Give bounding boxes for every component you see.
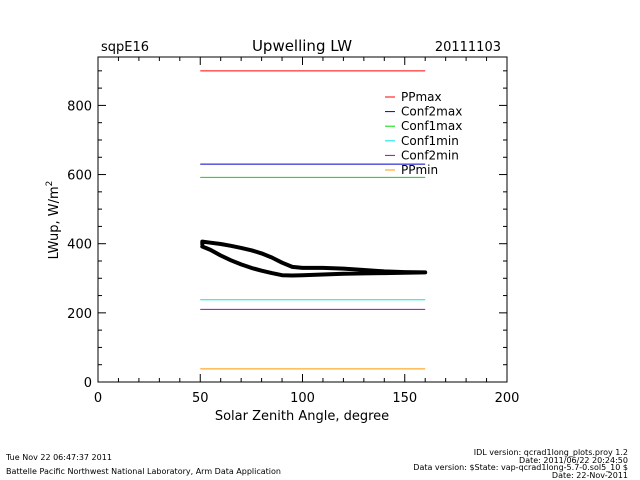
legend-label: Conf1min <box>401 134 459 148</box>
limit-lines <box>200 70 426 370</box>
y-tick-label: 200 <box>67 307 92 322</box>
legend-label: Conf2min <box>401 148 459 162</box>
chart-title: Upwelling LW <box>252 37 352 55</box>
legend-label: Conf2max <box>401 105 462 119</box>
data-series <box>200 239 428 278</box>
y-tick-label: 0 <box>84 376 92 391</box>
y-axis-label: LWup, W/m2 <box>45 181 62 260</box>
y-axis: 0 200 400 600 800 <box>67 99 507 391</box>
x-axis-label: Solar Zenith Angle, degree <box>215 409 389 424</box>
date-label: 20111103 <box>435 40 501 55</box>
x-tick-label: 50 <box>192 391 209 406</box>
x-axis: 0 50 100 150 200 <box>94 57 520 406</box>
y-tick-label: 800 <box>67 99 92 114</box>
legend-label: PPmin <box>401 163 438 177</box>
legend-label: Conf1max <box>401 119 462 133</box>
footer-run-date: Date: 22-Nov-2011 <box>552 471 628 480</box>
x-tick-label: 0 <box>94 391 102 406</box>
y-tick-label: 600 <box>67 169 92 184</box>
legend-label: PPmax <box>401 90 442 104</box>
minor-ticks <box>98 57 507 382</box>
footer-timestamp: Tue Nov 22 06:47:37 2011 <box>5 453 112 462</box>
x-tick-label: 150 <box>392 391 417 406</box>
site-label: sqpE16 <box>101 40 149 55</box>
footer-idl-date: Date: 2011/06/22 20:24:50 <box>519 456 628 465</box>
y-axis-label-sup: 2 <box>45 181 55 187</box>
y-tick-label: 400 <box>67 238 92 253</box>
series-line <box>200 239 428 278</box>
x-tick-label: 100 <box>290 391 315 406</box>
footer-data-version: Data version: $State: vap-qcrad1long-5.7… <box>413 463 628 472</box>
footer-org: Battelle Pacific Northwest National Labo… <box>6 467 281 476</box>
footer-idl-version: IDL version: qcrad1long_plots.proy 1.2 <box>474 448 628 457</box>
legend: PPmaxConf2maxConf1maxConf1minConf2minPPm… <box>385 90 462 177</box>
x-tick-label: 200 <box>495 391 520 406</box>
y-axis-label-main: LWup, W/m <box>47 186 62 259</box>
